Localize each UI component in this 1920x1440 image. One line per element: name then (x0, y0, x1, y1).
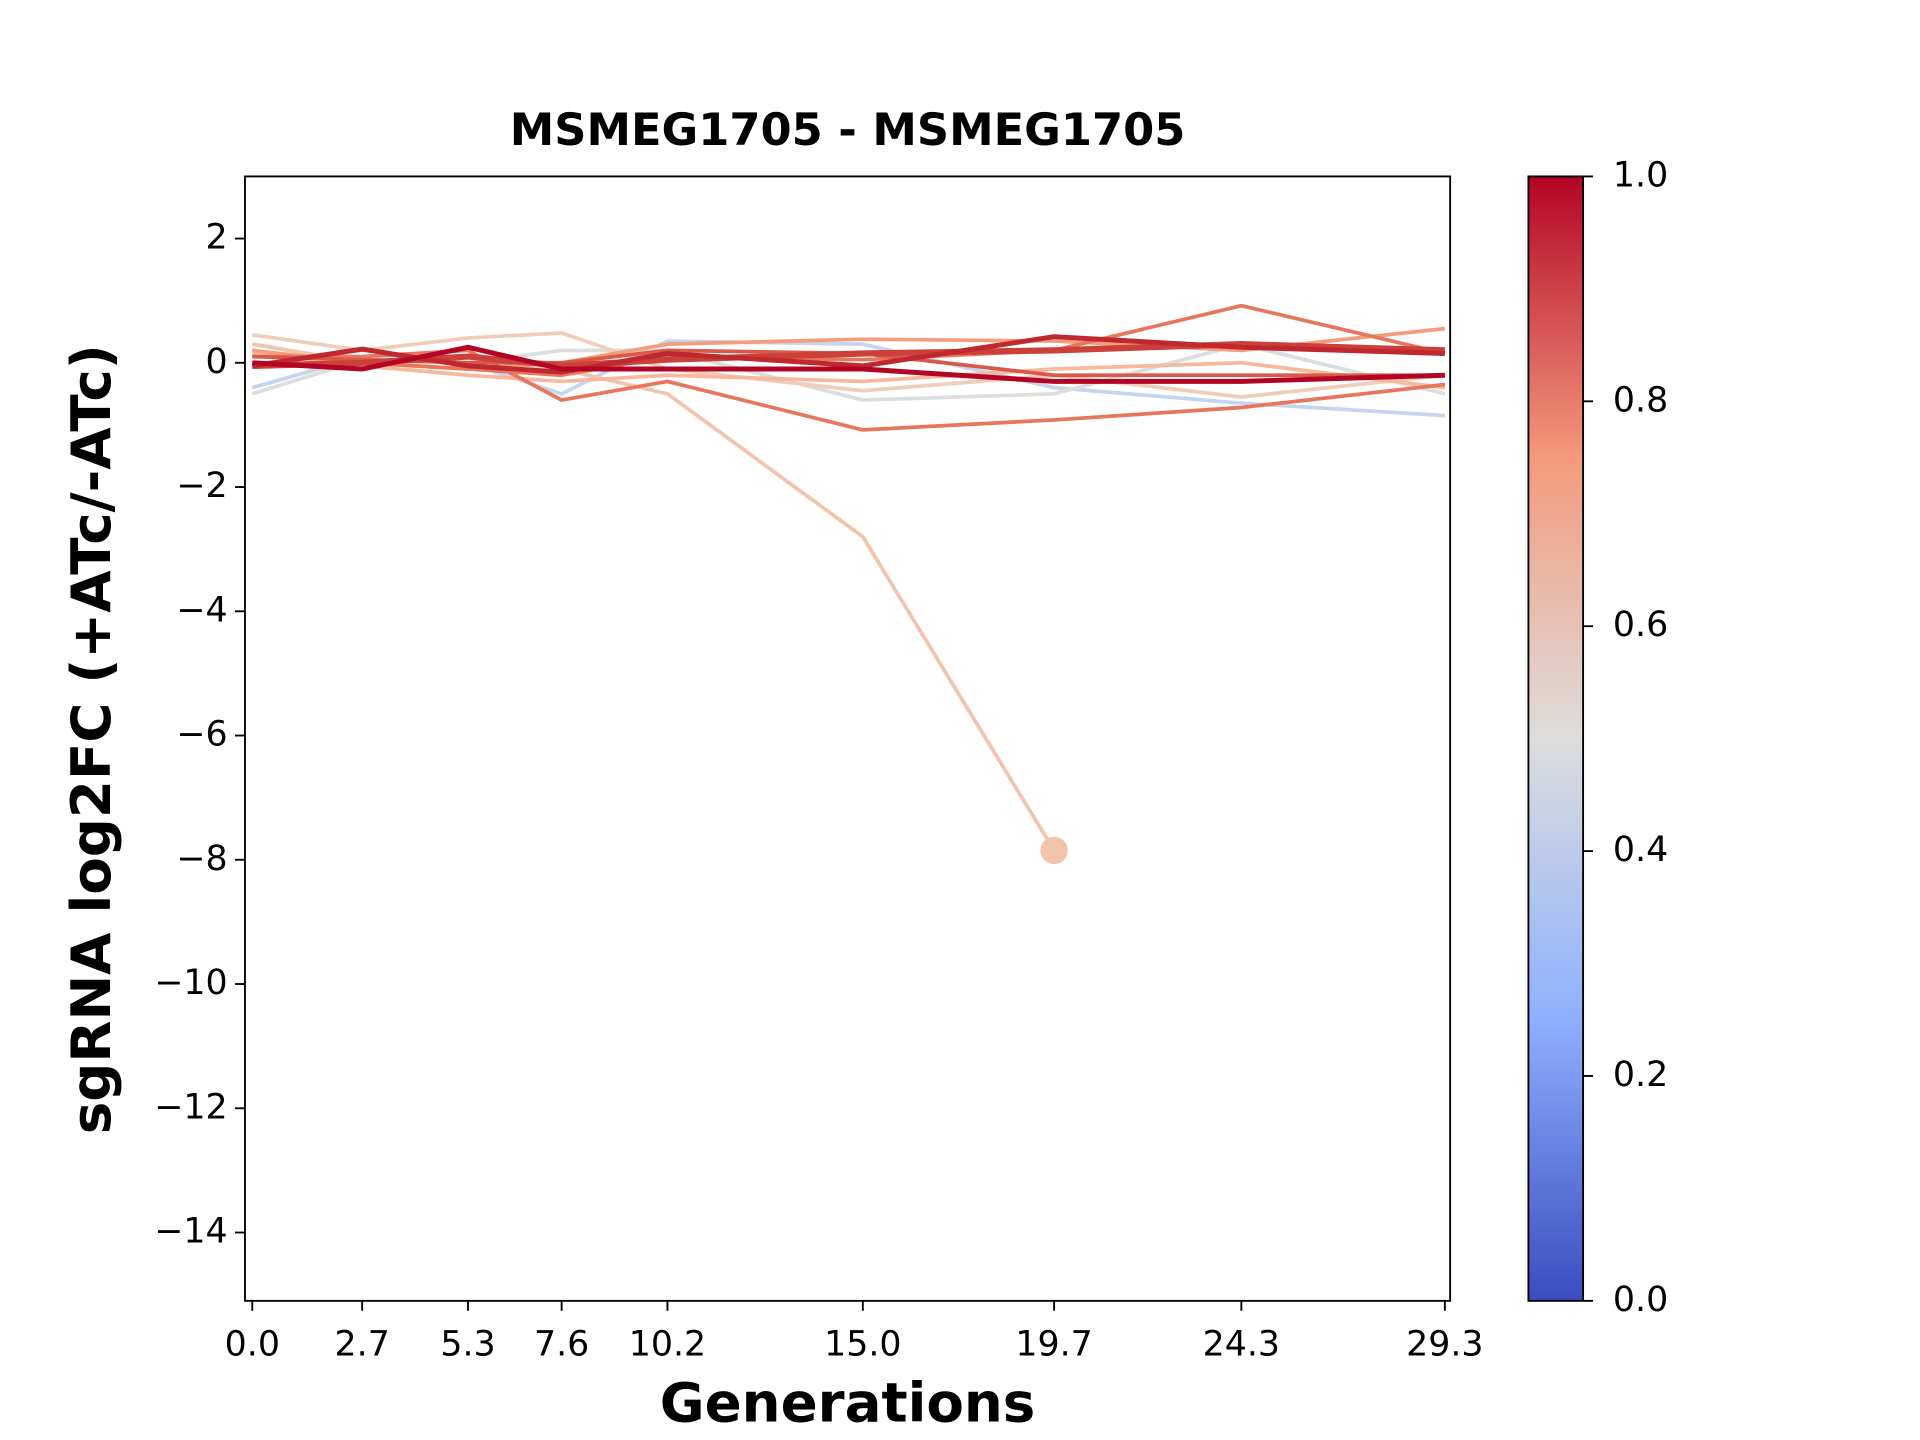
x-tick-label: 5.3 (440, 1325, 495, 1365)
x-axis-label: Generations (660, 1371, 1036, 1435)
y-tick-label: −6 (176, 715, 227, 755)
colorbar-tick-label: 0.4 (1613, 830, 1668, 870)
colorbar-tick-label: 0.0 (1613, 1280, 1668, 1320)
colorbar (1527, 175, 1585, 1302)
colorbar-tick-label: 1.0 (1613, 155, 1668, 195)
series-line (251, 342, 1056, 852)
x-tick-label: 29.3 (1406, 1325, 1483, 1365)
y-axis-label: sgRNA log2FC (+ATc/-ATc) (59, 344, 123, 1134)
y-tick-label: −2 (176, 466, 227, 506)
y-tick-label: −10 (154, 963, 227, 1003)
x-tick-label: 10.2 (629, 1325, 706, 1365)
series-line (252, 344, 1445, 384)
colorbar-tick-label: 0.6 (1613, 605, 1668, 645)
x-tick-label: 7.6 (534, 1325, 589, 1365)
colorbar-tick-label: 0.2 (1613, 1055, 1668, 1095)
y-tick-label: −4 (176, 590, 227, 630)
x-tick-label: 19.7 (1015, 1325, 1092, 1365)
y-tick-label: 2 (205, 218, 227, 258)
end-marker (1040, 836, 1068, 865)
chart-title: MSMEG1705 - MSMEG1705 (510, 103, 1186, 156)
x-tick-label: 15.0 (824, 1325, 901, 1365)
plot-frame (244, 175, 1452, 1302)
x-tick-label: 0.0 (225, 1325, 280, 1365)
y-tick-label: 0 (205, 342, 227, 382)
y-tick-label: −8 (176, 839, 227, 879)
x-tick-label: 24.3 (1203, 1325, 1280, 1365)
x-tick-label: 2.7 (335, 1325, 390, 1365)
series-line (252, 351, 1446, 390)
series-line (251, 334, 1445, 375)
y-tick-label: −12 (154, 1087, 227, 1127)
y-tick-label: −14 (154, 1212, 227, 1252)
colorbar-tick-label: 0.8 (1613, 380, 1668, 420)
